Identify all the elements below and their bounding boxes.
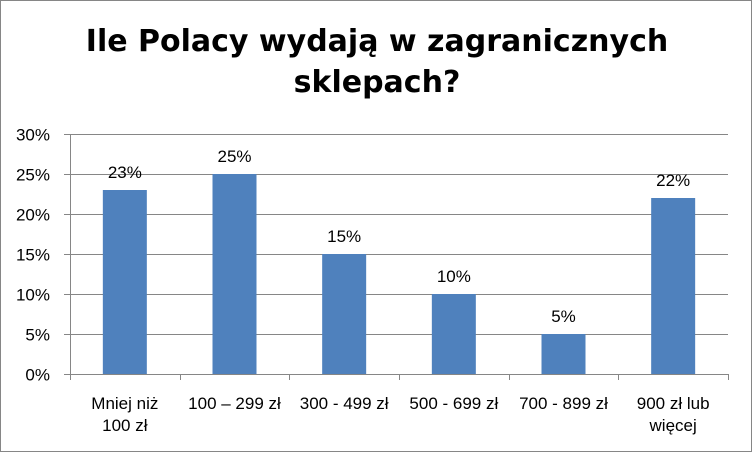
data-label: 15% (327, 227, 361, 246)
y-tick-label: 0% (25, 366, 50, 385)
y-tick-label: 5% (25, 326, 50, 345)
data-label: 25% (217, 147, 251, 166)
category-label: Mniej niż 100 zł (91, 394, 158, 435)
bar (541, 334, 586, 374)
category-label: 500 - 699 zł (409, 394, 498, 413)
y-tick-label: 10% (16, 286, 50, 305)
category-label: 700 - 899 zł (519, 394, 608, 413)
y-tick-label: 20% (16, 206, 50, 225)
chart-title: Ile Polacy wydają w zagranicznych sklepa… (85, 24, 669, 100)
y-tick-label: 30% (16, 126, 50, 145)
y-tick-label: 25% (16, 166, 50, 185)
bar (212, 174, 257, 374)
bar (102, 190, 147, 374)
category-label: 300 - 499 zł (300, 394, 389, 413)
data-label: 10% (437, 267, 471, 286)
bar (431, 294, 476, 374)
bar (651, 198, 696, 374)
y-tick-label: 15% (16, 246, 50, 265)
data-label: 22% (656, 171, 690, 190)
data-label: 5% (551, 307, 576, 326)
category-label: 900 zł lub więcej (637, 394, 710, 435)
data-label: 23% (108, 163, 142, 182)
category-label: 100 – 299 zł (188, 394, 281, 413)
bar (322, 254, 367, 374)
